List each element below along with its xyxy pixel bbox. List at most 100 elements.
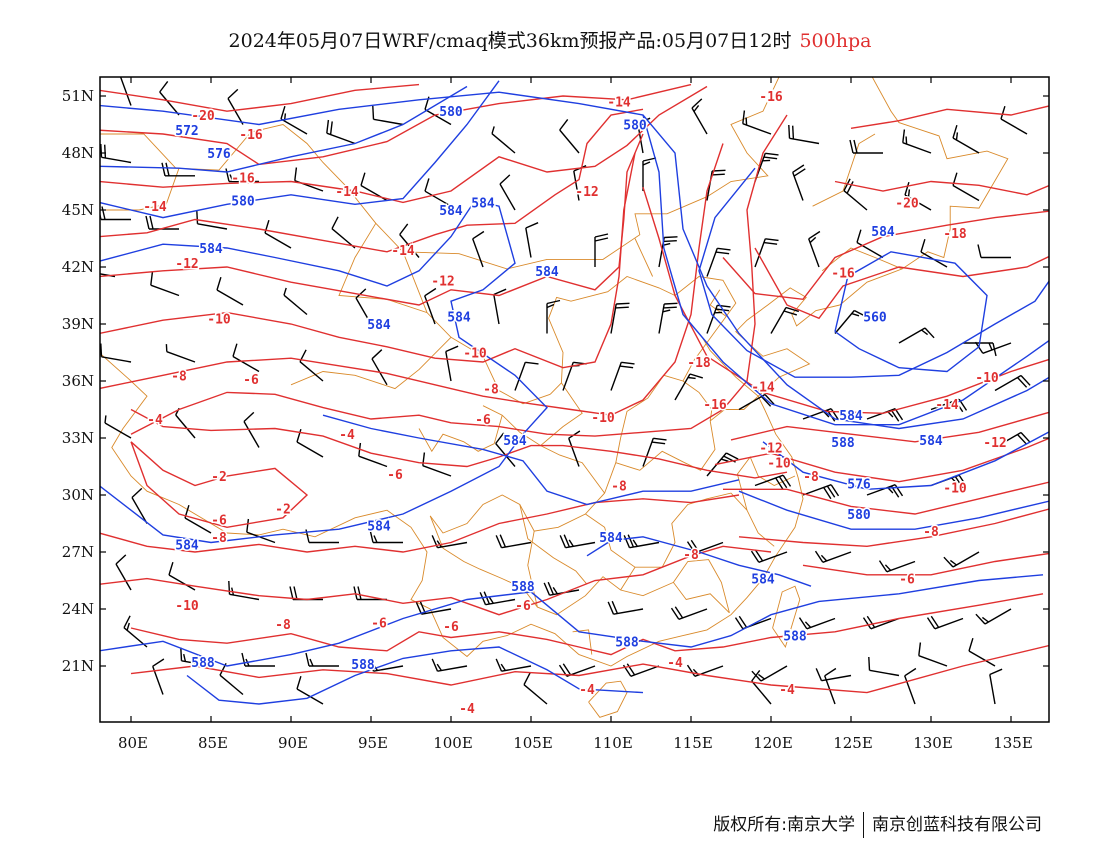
height-contour-line <box>322 414 740 506</box>
wind-barb <box>920 238 948 268</box>
temperature-label: -6 <box>475 413 491 428</box>
height-contour-line <box>100 574 1044 667</box>
temperature-label: -20 <box>191 109 215 124</box>
height-label: 584 <box>199 242 223 257</box>
temperature-label: -14 <box>143 200 167 215</box>
wind-barb <box>145 215 179 230</box>
wind-barb <box>594 233 609 267</box>
temperature-label: -16 <box>239 128 263 143</box>
boundary-line <box>588 680 628 718</box>
boundary-line <box>100 352 580 658</box>
temperature-label: -4 <box>339 428 355 443</box>
temperature-contour-line <box>738 508 1049 548</box>
temperature-label: -6 <box>899 573 915 588</box>
map-frame <box>99 76 1050 723</box>
boundary-line <box>634 238 654 277</box>
wind-barb <box>642 437 667 467</box>
height-label: 560 <box>863 310 887 325</box>
height-contour-line <box>834 251 988 373</box>
temperature-label: -14 <box>335 185 359 200</box>
wind-barb <box>926 615 964 630</box>
wind-barb <box>525 222 539 258</box>
latitude-label: 24N <box>62 600 94 618</box>
wind-barb <box>849 139 883 154</box>
wind-barb <box>225 168 259 183</box>
boundary-line <box>418 415 503 453</box>
temperature-label: -2 <box>211 470 227 485</box>
temperature-contours <box>100 83 1049 694</box>
wind-barb <box>559 118 580 154</box>
height-contour-line <box>100 80 500 219</box>
wind-barb <box>943 551 980 568</box>
latitude-label: 51N <box>62 87 94 105</box>
height-label: 584 <box>599 531 623 546</box>
height-label: 588 <box>191 656 215 671</box>
temperature-contour-line <box>130 441 309 529</box>
wind-barb <box>499 174 516 211</box>
wind-barb <box>751 665 788 682</box>
wind-barb <box>610 302 630 334</box>
wind-barb <box>866 408 904 422</box>
temperature-label: -10 <box>591 411 615 426</box>
wind-barb <box>326 119 356 145</box>
wind-barb <box>227 88 244 125</box>
boundary-line <box>429 515 730 616</box>
wind-barb <box>742 110 772 135</box>
temperature-label: -6 <box>211 514 227 529</box>
boundary-line <box>100 168 180 211</box>
wind-barb <box>918 642 948 667</box>
temperature-label: -10 <box>463 347 487 362</box>
temperature-label: -14 <box>607 96 631 111</box>
temperature-label: -10 <box>207 312 231 327</box>
height-contour-line <box>738 490 1049 530</box>
temperature-label: -10 <box>175 599 199 614</box>
wind-barb <box>898 327 935 344</box>
temperature-contour-line <box>130 114 788 437</box>
wind-barb <box>100 343 132 363</box>
wind-barb <box>216 276 244 306</box>
wind-barb <box>424 178 452 207</box>
wind-barb <box>168 561 196 591</box>
height-contour-line <box>100 199 548 544</box>
temperature-label: -4 <box>147 413 163 428</box>
latitude-labels: 51N 48N 45N 42N 39N 36N 33N 30N 27N 24N 21N <box>62 87 94 675</box>
longitude-label: 85E <box>198 734 228 752</box>
height-label: 584 <box>751 573 775 588</box>
wind-barb <box>495 658 532 672</box>
wind-barb <box>369 529 403 544</box>
boundary-line <box>620 566 636 591</box>
temperature-label: -10 <box>767 457 791 472</box>
wind-barb <box>159 80 180 116</box>
height-contour-labels: 572 576 580 584 580 584 584 584 584 584 580 584 584 5… <box>174 104 945 675</box>
wind-barb <box>495 534 532 549</box>
height-label: 584 <box>919 434 943 449</box>
wind-barb <box>228 580 260 601</box>
height-label: 580 <box>847 508 871 523</box>
wind-barb <box>670 606 708 620</box>
temperature-label: -16 <box>703 398 727 413</box>
wind-barb <box>658 302 678 334</box>
height-label: 588 <box>831 436 855 451</box>
height-label: 584 <box>839 409 863 424</box>
wind-barb <box>165 344 196 363</box>
wind-barb <box>802 484 840 500</box>
axis-ticks <box>100 77 1049 722</box>
wind-barb <box>523 672 548 705</box>
height-label: 588 <box>351 658 375 673</box>
temperature-contour-line <box>850 105 1049 129</box>
boundary-line <box>578 287 840 667</box>
height-label: 588 <box>783 630 807 645</box>
temperature-contour-labels: -20-16-16-14-14-14-12-12-10-10-8 -6-8-6-4… <box>142 89 1008 719</box>
wind-barb <box>674 373 704 401</box>
temperature-label: -10 <box>943 481 967 496</box>
temperature-contour-line <box>130 593 1044 656</box>
height-label: 580 <box>231 195 255 210</box>
wind-barb <box>607 600 644 615</box>
temperature-contour-line <box>100 83 420 112</box>
wind-barb <box>559 534 596 549</box>
longitude-label: 110E <box>593 734 633 752</box>
height-label: 584 <box>471 196 495 211</box>
wind-barb <box>355 288 372 325</box>
temperature-contour-line <box>100 108 644 253</box>
temperature-label: -12 <box>175 257 198 272</box>
